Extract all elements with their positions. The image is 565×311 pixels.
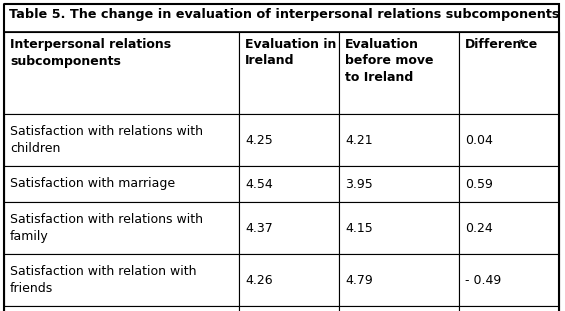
Bar <box>459 202 559 254</box>
Bar <box>339 32 459 114</box>
Bar <box>459 306 559 311</box>
Bar <box>339 114 459 166</box>
Text: 4.54: 4.54 <box>245 178 273 191</box>
Text: 4.15: 4.15 <box>345 221 373 234</box>
Bar <box>4 114 239 166</box>
Bar <box>4 166 239 202</box>
Bar <box>339 254 459 306</box>
Text: 4.25: 4.25 <box>245 133 273 146</box>
Text: 0.59: 0.59 <box>465 178 493 191</box>
Text: - 0.49: - 0.49 <box>465 273 501 286</box>
Bar <box>239 202 339 254</box>
Text: 4.37: 4.37 <box>245 221 273 234</box>
Bar <box>339 166 459 202</box>
Bar <box>4 32 239 114</box>
Bar <box>4 202 239 254</box>
Text: Satisfaction with relations with
children: Satisfaction with relations with childre… <box>10 125 203 155</box>
Bar <box>239 32 339 114</box>
Text: Satisfaction with relations with
family: Satisfaction with relations with family <box>10 213 203 243</box>
Bar <box>239 166 339 202</box>
Bar <box>459 114 559 166</box>
Text: Evaluation in
Ireland: Evaluation in Ireland <box>245 38 336 67</box>
Bar <box>459 166 559 202</box>
Text: Difference: Difference <box>465 38 538 51</box>
Text: 4.26: 4.26 <box>245 273 273 286</box>
Text: *: * <box>519 39 524 49</box>
Bar <box>4 254 239 306</box>
Bar <box>239 254 339 306</box>
Bar <box>339 202 459 254</box>
Bar <box>339 306 459 311</box>
Bar <box>459 32 559 114</box>
Text: 4.21: 4.21 <box>345 133 373 146</box>
Text: Interpersonal relations
subcomponents: Interpersonal relations subcomponents <box>10 38 171 67</box>
Text: 3.95: 3.95 <box>345 178 373 191</box>
Text: Evaluation
before move
to Ireland: Evaluation before move to Ireland <box>345 38 433 84</box>
Text: Satisfaction with relation with
friends: Satisfaction with relation with friends <box>10 265 197 295</box>
Bar <box>459 254 559 306</box>
Bar <box>239 306 339 311</box>
Bar <box>4 4 559 32</box>
Text: 0.24: 0.24 <box>465 221 493 234</box>
Bar <box>4 306 239 311</box>
Text: 0.04: 0.04 <box>465 133 493 146</box>
Text: Table 5. The change in evaluation of interpersonal relations subcomponents: Table 5. The change in evaluation of int… <box>9 8 559 21</box>
Text: 4.79: 4.79 <box>345 273 373 286</box>
Text: Satisfaction with marriage: Satisfaction with marriage <box>10 178 175 191</box>
Bar <box>239 114 339 166</box>
